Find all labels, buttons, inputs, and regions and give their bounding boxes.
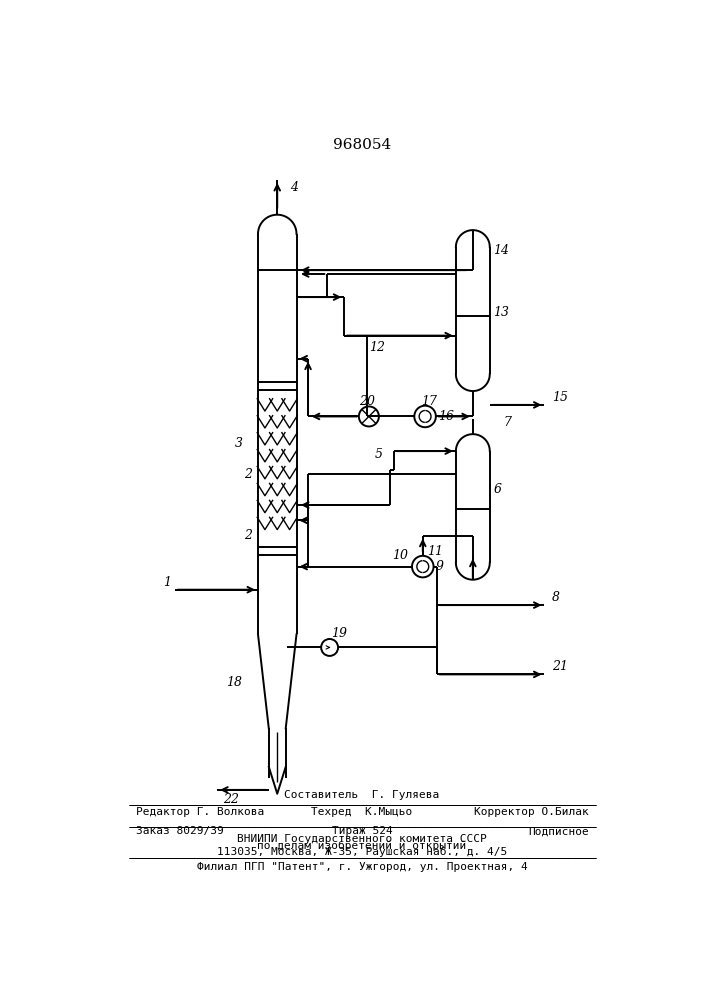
Text: 3: 3 xyxy=(235,437,243,450)
Text: 21: 21 xyxy=(552,660,568,673)
Text: 22: 22 xyxy=(223,793,238,806)
Text: 12: 12 xyxy=(369,341,385,354)
Text: 15: 15 xyxy=(552,391,568,404)
Text: 14: 14 xyxy=(493,244,510,257)
Text: 2: 2 xyxy=(244,529,252,542)
Text: 4: 4 xyxy=(290,181,298,194)
Text: 6: 6 xyxy=(493,483,502,496)
Text: по делам изобретений и открытий: по делам изобретений и открытий xyxy=(257,840,467,851)
Text: 968054: 968054 xyxy=(333,138,391,152)
Text: 2: 2 xyxy=(244,468,252,481)
Text: 13: 13 xyxy=(493,306,510,319)
Text: 18: 18 xyxy=(227,676,243,689)
Text: 11: 11 xyxy=(426,545,443,558)
Text: Редактор Г. Волкова: Редактор Г. Волкова xyxy=(136,807,264,817)
Text: Корректор О.Билак: Корректор О.Билак xyxy=(474,807,589,817)
Text: 7: 7 xyxy=(503,416,512,429)
Text: Филиал ПГП "Патент", г. Ужгород, ул. Проектная, 4: Филиал ПГП "Патент", г. Ужгород, ул. Про… xyxy=(197,862,527,872)
Text: Заказ 8029/39: Заказ 8029/39 xyxy=(136,826,224,836)
Text: Подписное: Подписное xyxy=(528,826,589,836)
Text: Техред  К.Мыцьо: Техред К.Мыцьо xyxy=(311,807,413,817)
Text: 19: 19 xyxy=(331,627,347,640)
Text: 8: 8 xyxy=(552,591,560,604)
Text: 5: 5 xyxy=(375,448,382,461)
Text: 1: 1 xyxy=(163,576,171,588)
Text: 10: 10 xyxy=(392,549,408,562)
Text: 20: 20 xyxy=(358,395,375,408)
Text: 9: 9 xyxy=(436,560,444,573)
Text: 16: 16 xyxy=(438,410,454,423)
Text: Составитель  Г. Гуляева: Составитель Г. Гуляева xyxy=(284,790,440,800)
Text: Тираж 524: Тираж 524 xyxy=(332,826,392,836)
Text: ВНИИПИ Государственного комитета СССР: ВНИИПИ Государственного комитета СССР xyxy=(237,834,487,844)
Text: 17: 17 xyxy=(421,395,437,408)
Text: 113035, Москва, Ж-35, Раушская наб., д. 4/5: 113035, Москва, Ж-35, Раушская наб., д. … xyxy=(217,846,507,857)
